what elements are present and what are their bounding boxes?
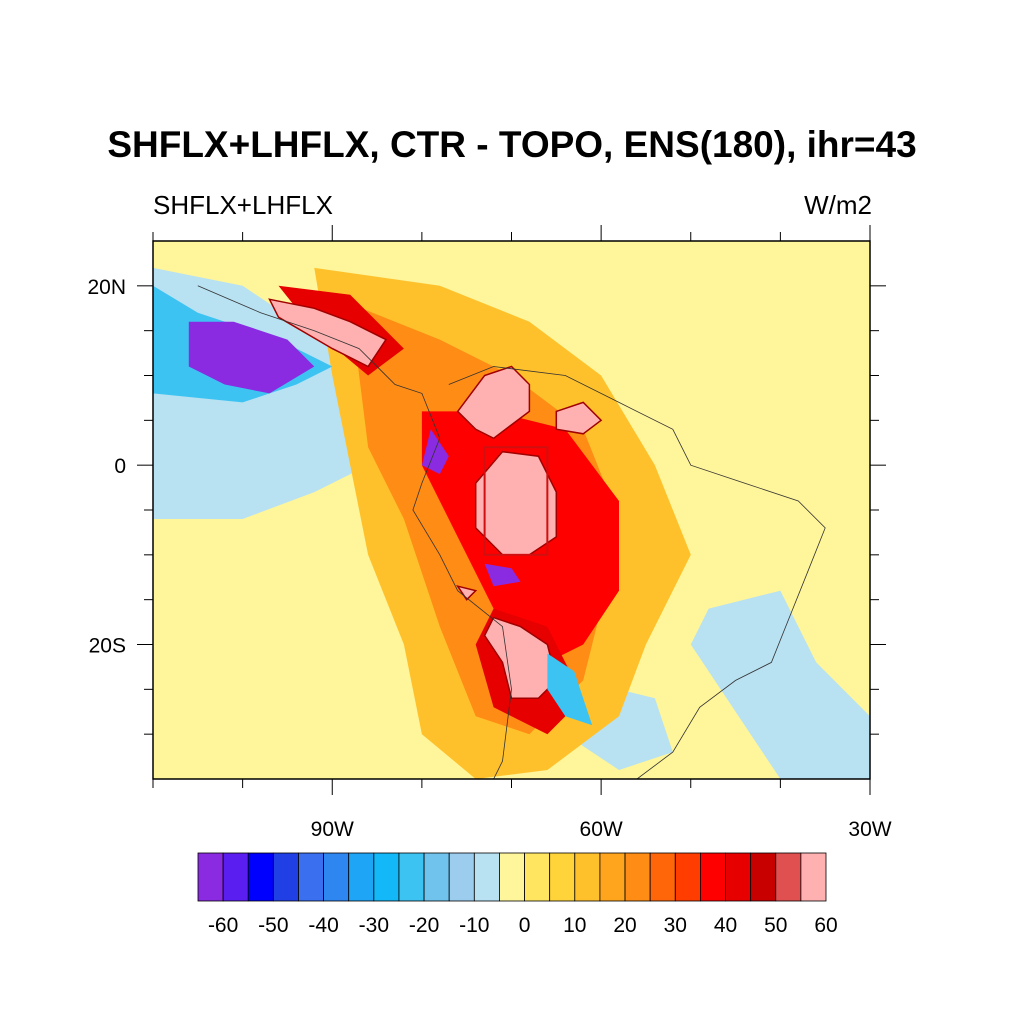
colorbar-swatch [222,852,249,902]
contour-blue-brazil-east [690,590,870,779]
colorbar-swatch [750,852,777,902]
y-tick-label: 20S [89,635,126,658]
colorbar-swatch [624,852,651,902]
contour-purple-gulf [188,321,315,394]
colorbar-swatch [775,852,802,902]
contour-pink-andes-south [483,616,558,700]
colorbar-swatch [700,852,726,902]
contour-pink-colombia [456,365,531,440]
colorbar-swatch [197,852,224,902]
study-box [483,446,549,556]
colorbar-swatch [247,852,274,902]
contour-purple-equator [421,429,449,475]
colorbar-swatch [649,852,676,902]
colorbar-swatch [524,852,551,902]
colorbar-swatch [800,852,827,902]
colorbar-swatch [398,852,425,902]
colorbar-swatch [348,852,375,902]
colorbar-label: 50 [764,914,787,937]
colorbar-swatch [574,852,601,902]
colorbar-label: -60 [208,914,238,937]
colorbar-swatch [272,852,299,902]
colorbar-label: 60 [814,914,837,937]
contour-yellow-pacific [153,510,378,779]
y-tick-label: 20N [87,276,126,299]
x-tick-label: 60W [580,818,623,841]
colorbar-swatch [549,852,576,902]
colorbar-swatch [674,852,701,902]
x-tick-label: 30W [848,818,891,841]
colorbar-label: -50 [258,914,288,937]
chart-title: SHFLX+LHFLX, CTR - TOPO, ENS(180), ihr=4… [107,124,917,165]
coastline [197,285,826,779]
colorbar-label: 30 [664,914,687,937]
contour-pink-north [268,298,388,368]
colorbar-label: 0 [519,914,531,937]
contour-purple-peru [484,563,521,587]
colorbar-label: -40 [308,914,338,937]
colorbar-label: -10 [459,914,489,937]
coastline-segment-1 [448,366,826,779]
contour-blue-east-peru [547,653,593,726]
coastline-segment-0 [197,285,512,779]
colorbar-label: -20 [409,914,439,937]
colorbar-swatch [323,852,350,902]
colorbar-swatch [448,852,475,902]
colorbar-swatch [499,852,525,902]
colorbar-swatch [373,852,400,902]
colorbar-label: 20 [613,914,636,937]
contour-pink-venezuela [555,401,603,435]
variable-label: SHFLX+LHFLX [153,190,333,220]
colorbar-label: 10 [563,914,586,937]
contour-pink-small [455,585,478,601]
colorbar-swatch [725,852,752,902]
colorbar-swatch [423,852,450,902]
colorbar-label: -30 [359,914,389,937]
colorbar-swatch [599,852,626,902]
units-label: W/m2 [804,190,872,220]
colorbar-swatch [298,852,325,902]
y-tick-label: 0 [114,455,126,478]
colorbar-label: 40 [714,914,737,937]
colorbar-swatch [473,852,500,902]
x-tick-label: 90W [311,818,354,841]
